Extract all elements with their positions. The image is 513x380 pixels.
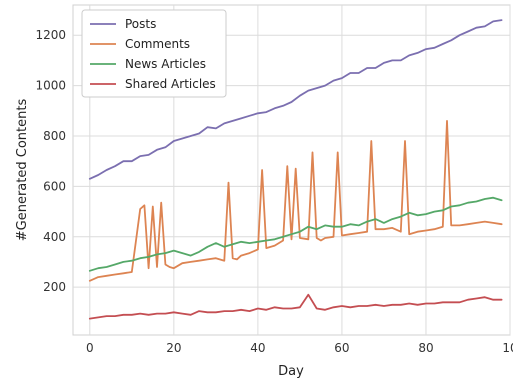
x-axis-label: Day (278, 364, 304, 379)
legend-entry: News Articles (125, 57, 206, 71)
legend-entry: Posts (125, 17, 156, 31)
y-tick-label: 400 (43, 230, 66, 244)
x-tick-label: 80 (418, 341, 433, 355)
series-line-comments (88, 120, 503, 282)
x-tick-label: 40 (250, 341, 265, 355)
x-tick-label: 0 (86, 341, 94, 355)
y-axis-label: #Generated Contents (15, 99, 30, 242)
y-tick-label: 1200 (35, 28, 66, 42)
legend-entry: Comments (125, 37, 190, 51)
series-line-posts (88, 19, 503, 180)
series-lines (88, 19, 503, 320)
y-tick-label: 600 (43, 179, 66, 193)
series-line-shared-articles (88, 293, 503, 320)
y-tick-labels: 200 400 600 800 1000 1200 (35, 28, 66, 294)
y-tick-label: 200 (43, 280, 66, 294)
legend-box (81, 9, 227, 98)
legend: Posts Comments News Articles Shared Article… (81, 9, 227, 98)
series-line-news-articles (88, 196, 503, 272)
x-tick-label: 60 (334, 341, 349, 355)
y-tick-label: 800 (43, 129, 66, 143)
x-tick-label: 20 (166, 341, 181, 355)
x-tick-label: 10 (502, 341, 513, 355)
y-tick-label: 1000 (35, 79, 66, 93)
legend-entry: Shared Articles (125, 77, 216, 91)
x-tick-labels: 0 20 40 60 80 10 (86, 341, 513, 355)
